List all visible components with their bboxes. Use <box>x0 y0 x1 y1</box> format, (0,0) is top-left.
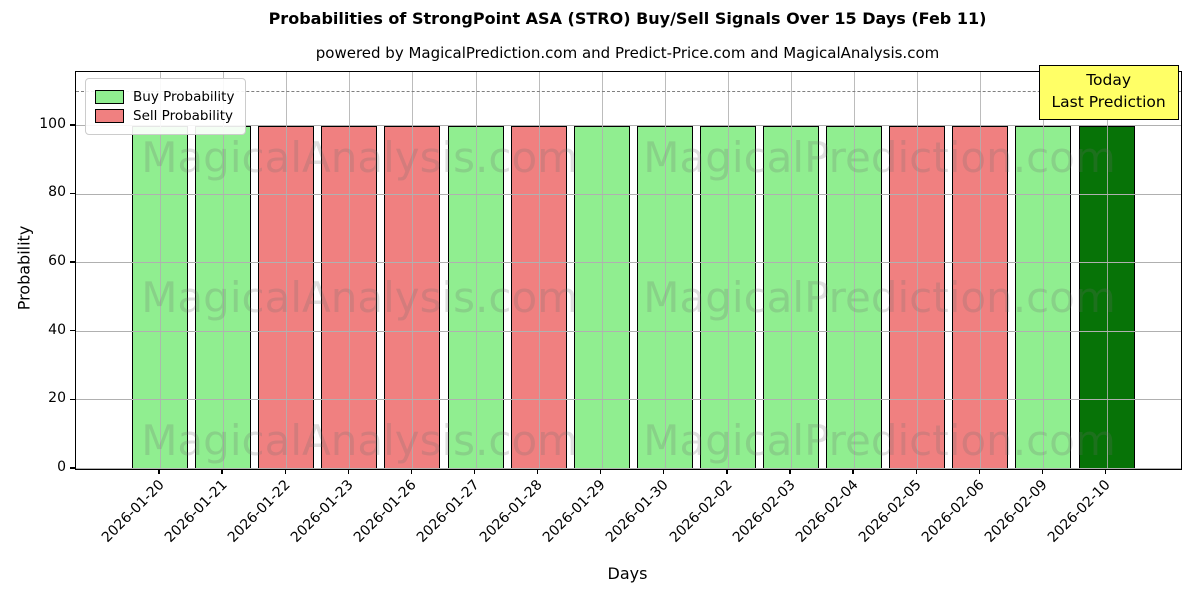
y-tick-label: 40 <box>48 321 66 338</box>
x-tick-mark <box>1104 469 1107 474</box>
x-tick-label: 2026-01-20 <box>98 477 168 546</box>
x-tick-mark <box>410 469 413 474</box>
x-tick-mark <box>915 469 917 474</box>
x-tick-label: 2026-01-22 <box>224 477 294 546</box>
x-tick-mark <box>536 469 539 474</box>
x-tick-mark <box>473 469 476 474</box>
chart-subtitle: powered by MagicalPrediction.com and Pre… <box>315 44 940 62</box>
horizontal-gridline <box>76 124 1181 126</box>
x-tick-label: 2026-02-02 <box>666 477 736 546</box>
vertical-gridline <box>160 72 161 469</box>
annotation-line-2: Last Prediction <box>1051 93 1166 112</box>
x-tick-label: 2026-01-29 <box>540 477 610 546</box>
x-tick-mark <box>221 469 223 474</box>
y-tick-mark <box>70 124 75 126</box>
horizontal-gridline <box>76 330 1181 332</box>
horizontal-gridline <box>76 399 1181 401</box>
x-tick-mark <box>789 469 791 474</box>
legend-label: Sell Probability <box>133 108 234 124</box>
y-tick-label: 20 <box>48 390 66 407</box>
x-tick-label: 2026-02-10 <box>1044 477 1114 546</box>
y-tick-mark <box>70 330 75 332</box>
x-tick-mark <box>663 469 665 474</box>
y-axis-label: Probability <box>14 225 34 311</box>
x-tick-label: 2026-02-09 <box>981 477 1051 546</box>
vertical-gridline <box>854 72 856 469</box>
y-tick-mark <box>70 467 75 469</box>
sell-swatch-icon <box>95 109 124 123</box>
vertical-gridline <box>601 72 603 469</box>
x-tick-label: 2026-01-26 <box>350 477 420 546</box>
vertical-gridline <box>412 72 414 469</box>
y-tick-label: 80 <box>48 184 66 201</box>
threshold-dashed-line <box>76 90 1181 92</box>
vertical-gridline <box>475 72 477 469</box>
x-tick-mark <box>726 469 728 474</box>
x-tick-label: 2026-01-21 <box>161 477 231 546</box>
vertical-gridline <box>791 72 792 469</box>
x-tick-label: 2026-01-28 <box>477 477 546 546</box>
x-tick-mark <box>1041 469 1044 474</box>
x-tick-label: 2026-01-23 <box>287 477 357 546</box>
y-tick-label: 60 <box>48 253 66 270</box>
y-tick-label: 0 <box>57 459 66 475</box>
vertical-gridline <box>286 72 288 469</box>
legend-label: Buy Probability <box>133 89 235 105</box>
x-tick-label: 2026-02-03 <box>729 477 799 546</box>
horizontal-gridline <box>76 468 1181 469</box>
legend-item-0: Buy Probability <box>95 89 234 105</box>
vertical-gridline <box>223 72 225 469</box>
vertical-gridline <box>538 72 540 469</box>
x-tick-label: 2026-01-27 <box>413 477 483 546</box>
vertical-gridline <box>727 72 729 469</box>
buy-swatch-icon <box>95 90 124 104</box>
x-tick-label: 2026-01-30 <box>603 477 673 546</box>
vertical-gridline <box>917 72 919 469</box>
y-tick-mark <box>70 398 75 401</box>
horizontal-gridline <box>76 193 1181 195</box>
x-tick-label: 2026-02-06 <box>918 477 988 546</box>
annotation-line-1: Today <box>1086 71 1132 89</box>
legend-item-1: Sell Probability <box>95 108 234 124</box>
x-tick-mark <box>158 469 160 474</box>
vertical-gridline <box>1106 72 1108 469</box>
y-tick-mark <box>70 192 75 195</box>
x-axis-label: Days <box>607 564 648 583</box>
x-tick-mark <box>852 469 854 474</box>
legend: Buy Probability Sell Probability <box>85 78 247 135</box>
x-tick-label: 2026-02-05 <box>855 477 925 546</box>
horizontal-gridline <box>76 262 1181 264</box>
today-annotation: Today Last Prediction <box>1038 65 1179 120</box>
x-tick-label: 2026-02-04 <box>792 477 862 546</box>
vertical-gridline <box>1043 72 1045 469</box>
y-tick-label: 100 <box>39 115 66 132</box>
x-tick-mark <box>978 469 980 474</box>
vertical-gridline <box>980 72 982 469</box>
vertical-gridline <box>349 72 351 469</box>
y-tick-mark <box>70 261 75 263</box>
x-tick-mark <box>600 469 602 474</box>
x-tick-mark <box>284 469 286 474</box>
vertical-gridline <box>664 72 666 469</box>
x-tick-mark <box>347 469 349 474</box>
chart-title: Probabilities of StrongPoint ASA (STRO) … <box>268 9 987 28</box>
plot-area: MagicalAnalysis.com MagicalPrediction.com… <box>75 65 1182 470</box>
